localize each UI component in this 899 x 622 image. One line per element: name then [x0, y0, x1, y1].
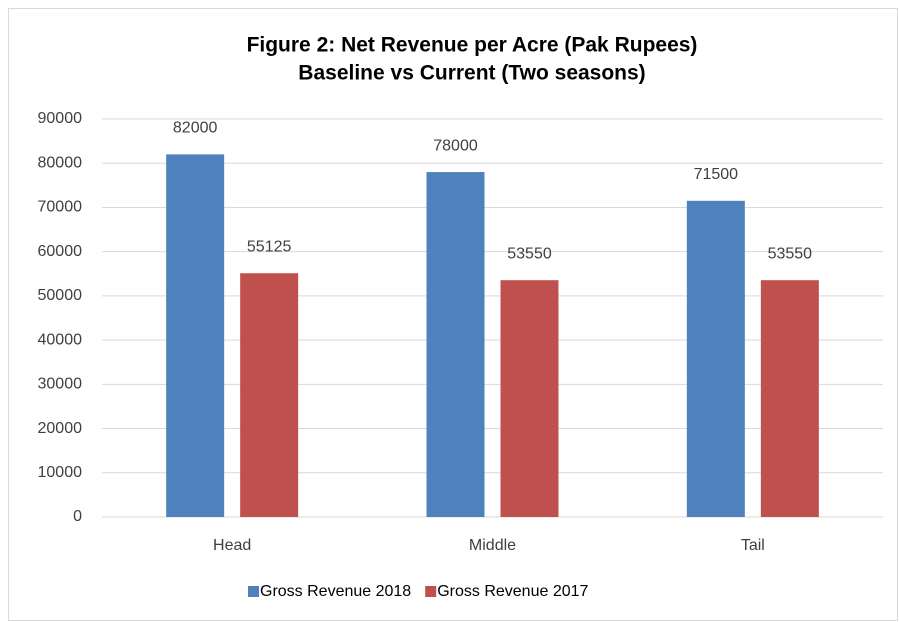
chart-subtitle: Baseline vs Current (Two seasons): [298, 62, 645, 85]
x-tick-label: Head: [213, 537, 251, 554]
legend-label: Gross Revenue 2018: [260, 583, 411, 600]
data-label: 55125: [247, 238, 292, 255]
data-label: 53550: [768, 245, 813, 262]
y-tick-label: 10000: [38, 464, 83, 481]
data-label: 53550: [507, 245, 552, 262]
legend-swatch: [248, 586, 259, 597]
bar: [166, 154, 225, 517]
y-tick-label: 90000: [38, 110, 83, 127]
y-tick-label: 20000: [38, 420, 83, 437]
y-tick-label: 50000: [38, 287, 83, 304]
chart-title: Figure 2: Net Revenue per Acre (Pak Rupe…: [247, 34, 698, 57]
bar: [500, 280, 559, 517]
x-tick-label: Tail: [741, 537, 765, 554]
data-label: 78000: [433, 137, 478, 154]
legend-label: Gross Revenue 2017: [437, 583, 588, 600]
bar: [686, 200, 745, 518]
bar: [240, 273, 299, 517]
y-tick-label: 0: [73, 508, 82, 525]
bar: [760, 280, 819, 517]
x-tick-label: Middle: [469, 537, 516, 554]
y-tick-label: 80000: [38, 154, 83, 171]
bar: [426, 172, 485, 518]
y-tick-label: 30000: [38, 376, 83, 393]
y-tick-label: 60000: [38, 243, 83, 260]
y-tick-label: 70000: [38, 199, 83, 216]
data-label: 71500: [694, 166, 739, 183]
legend-swatch: [425, 586, 437, 597]
y-tick-label: 40000: [38, 331, 83, 348]
data-label: 82000: [173, 120, 218, 137]
